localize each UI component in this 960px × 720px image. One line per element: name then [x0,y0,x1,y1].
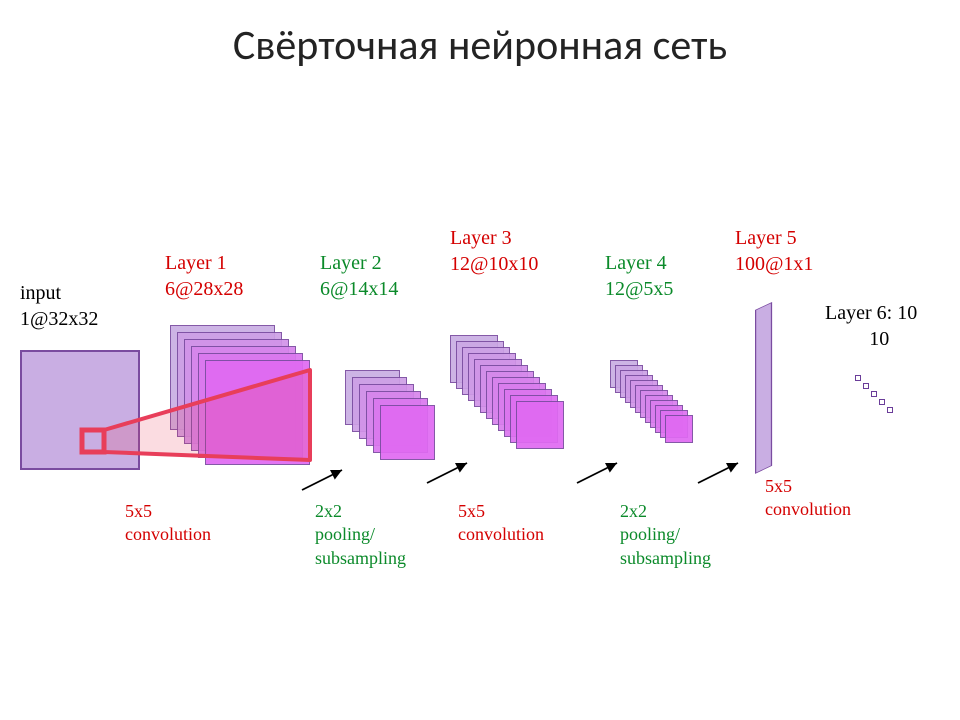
layer4-header: Layer 4 12@5x5 [605,250,673,302]
layer5-header: Layer 5 100@1x1 [735,225,813,277]
layer6-unit [879,399,885,405]
arrow [427,463,467,483]
input-label-line1: input [20,280,98,306]
operation-label-line: 2x2 [620,500,711,523]
layer2-header-line1: Layer 2 [320,250,398,276]
operation-label-line: 5x5 [458,500,544,523]
operation-label-line: pooling/ [315,523,406,546]
layer3-header: Layer 3 12@10x10 [450,225,538,277]
layer6-header-line1: Layer 6: 10 [825,300,917,326]
layer6-unit [887,407,893,413]
operation-label-line: convolution [458,523,544,546]
input-square [20,350,140,470]
operation-label-line: subsampling [315,547,406,570]
operation-label-line: 5x5 [125,500,211,523]
layer6-unit [863,383,869,389]
operation-label-line: 5x5 [765,475,851,498]
arrow-overlay [20,240,940,640]
layer6-header-line2: 10 [825,326,917,352]
layer3-header-line2: 12@10x10 [450,251,538,277]
layer4-map [665,415,693,443]
arrow [698,463,738,483]
operation-label-line: 2x2 [315,500,406,523]
layer3-header-line1: Layer 3 [450,225,538,251]
layer3-map [516,401,564,449]
operation-label-line: pooling/ [620,523,711,546]
arrow [577,463,617,483]
operation-label: 2x2pooling/subsampling [620,500,711,570]
layer2-map [380,405,435,460]
operation-label-line: convolution [125,523,211,546]
layer6-header: Layer 6: 10 10 [825,300,917,352]
layer1-header-line2: 6@28x28 [165,276,243,302]
input-label-line2: 1@32x32 [20,306,98,332]
layer4-header-line2: 12@5x5 [605,276,673,302]
operation-label: 5x5convolution [125,500,211,547]
operation-label-line: convolution [765,498,851,521]
operation-label: 2x2pooling/subsampling [315,500,406,570]
layer4-header-line1: Layer 4 [605,250,673,276]
operation-label: 5x5convolution [765,475,851,522]
layer1-map [205,360,310,465]
input-label: input 1@32x32 [20,280,98,332]
cnn-diagram: input 1@32x32 Layer 1 6@28x28 Layer 2 6@… [20,240,940,640]
layer2-header: Layer 2 6@14x14 [320,250,398,302]
operation-label: 5x5convolution [458,500,544,547]
page-title: Свёрточная нейронная сеть [0,20,960,71]
layer5-column [755,302,772,474]
layer2-header-line2: 6@14x14 [320,276,398,302]
layer6-unit [855,375,861,381]
arrow [302,470,342,490]
layer1-header: Layer 1 6@28x28 [165,250,243,302]
layer6-unit [871,391,877,397]
operation-label-line: subsampling [620,547,711,570]
layer1-header-line1: Layer 1 [165,250,243,276]
layer5-header-line1: Layer 5 [735,225,813,251]
layer5-header-line2: 100@1x1 [735,251,813,277]
